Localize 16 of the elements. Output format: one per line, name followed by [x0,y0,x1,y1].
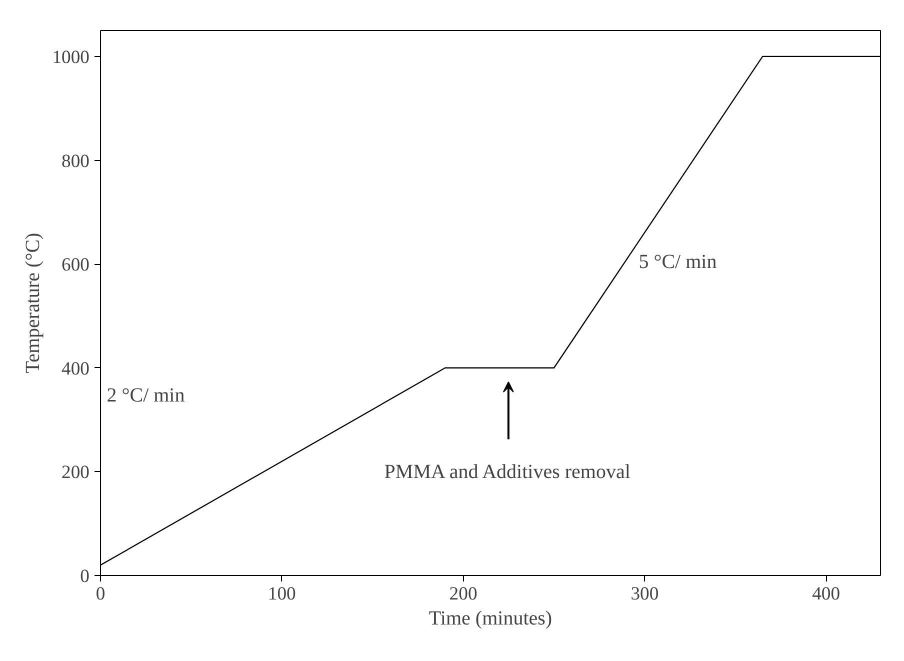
annotation: 5 °C/ min [638,251,717,274]
y-tick-label: 800 [62,150,90,172]
x-tick-label: 200 [449,584,478,604]
x-tick-label: 400 [812,584,840,604]
x-tick-label: 0 [96,584,106,604]
x-tick-label: 300 [630,584,659,604]
x-tick-label: 100 [268,584,296,604]
y-tick-label: 600 [62,254,90,276]
y-tick-label: 0 [80,566,90,587]
x-axis-title: Time (minutes) [428,608,552,630]
y-tick-label: 400 [62,358,90,380]
annotation: PMMA and Additives removal [384,460,631,483]
y-tick-label: 1000 [52,46,90,68]
y-axis-title: Temperature (°C) [22,232,44,374]
annotation: 2 °C/ min [106,384,185,407]
y-tick-label: 200 [62,462,90,484]
